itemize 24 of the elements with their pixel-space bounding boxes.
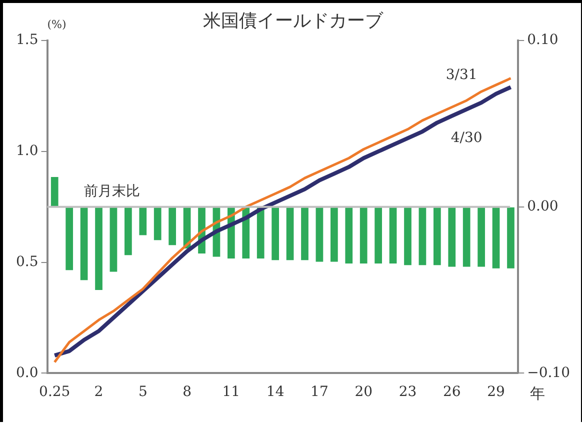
x-tick-label: 29 — [487, 384, 505, 400]
y-tick-label: 1.5 — [16, 32, 38, 48]
x-tick-label: 2 — [94, 384, 104, 400]
series-label: 前月末比 — [84, 184, 140, 200]
y-axis-title: (%) — [47, 18, 66, 31]
x-tick-label: 0.25 — [39, 384, 70, 400]
y2-tick-label: 0.00 — [527, 198, 558, 215]
chart-title: 米国債イールドカーブ — [203, 10, 384, 32]
y-tick-label: 0.0 — [16, 364, 38, 381]
x-tick-label: 20 — [354, 384, 373, 400]
y2-tick-label: 0.10 — [527, 32, 558, 48]
x-axis-title: 年 — [530, 384, 546, 403]
x-tick-label: 14 — [266, 384, 284, 400]
x-tick-label: 26 — [442, 384, 461, 400]
x-tick-label: 11 — [222, 384, 240, 400]
y-tick-label: 1.0 — [16, 143, 38, 160]
x-tick-label: 8 — [182, 384, 192, 400]
x-tick-label: 23 — [398, 384, 417, 400]
y-tick-label: 0.5 — [16, 254, 38, 270]
x-tick-label: 5 — [138, 384, 148, 400]
series-label: 3/31 — [446, 67, 478, 84]
y2-tick-label: −0.10 — [527, 364, 570, 381]
series-label: 4/30 — [450, 130, 482, 146]
x-tick-label: 17 — [310, 384, 328, 400]
